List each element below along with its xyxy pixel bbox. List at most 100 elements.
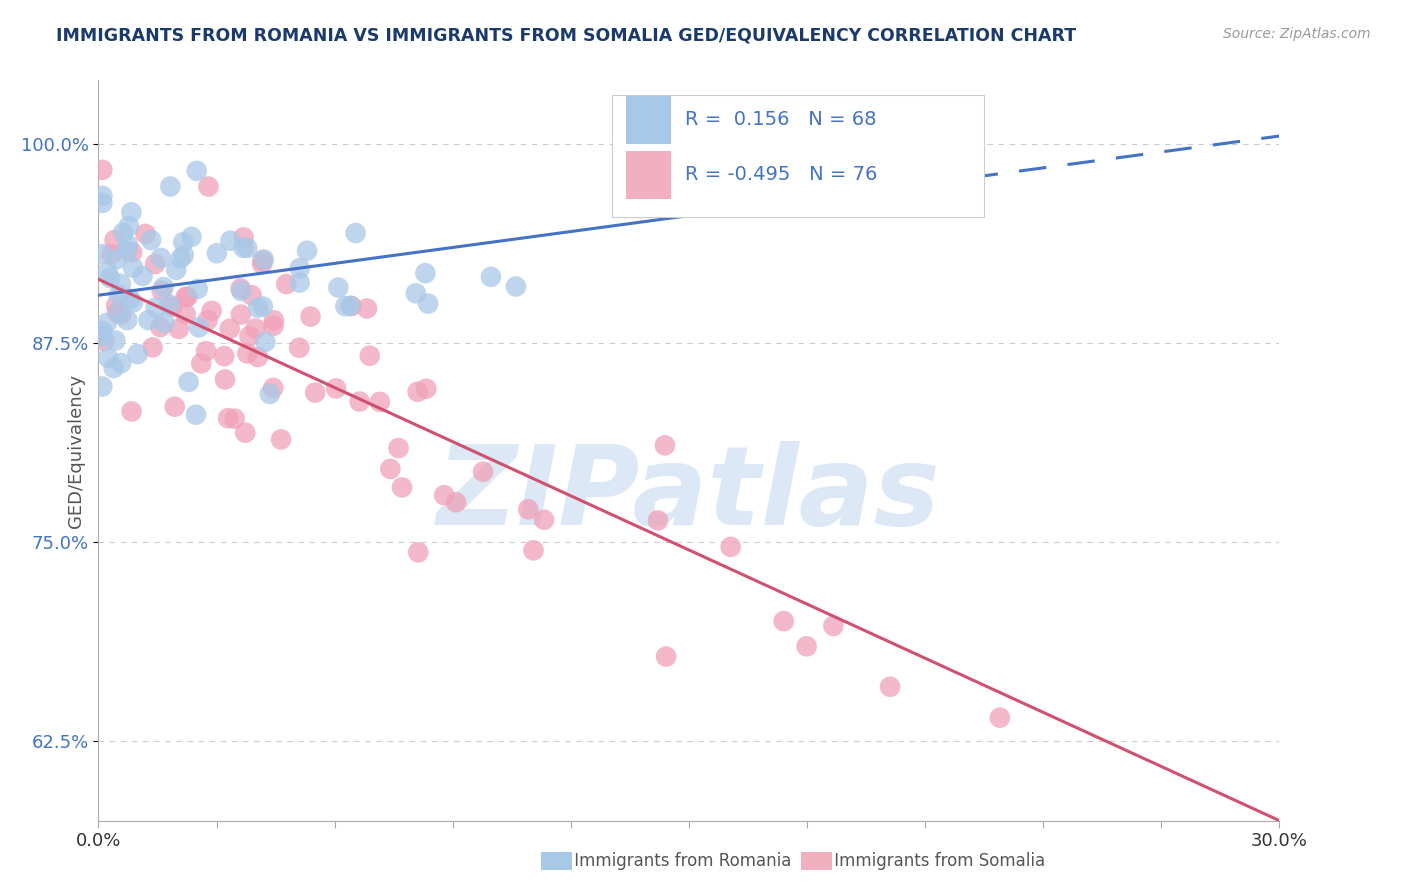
Point [197,179,219,194]
Point [197,313,219,327]
Point [91,189,114,203]
Point [159,179,181,194]
Point [433,488,456,502]
Point [253,252,276,267]
Point [186,164,208,178]
Point [218,322,240,336]
Point [247,301,270,315]
Point [250,257,273,271]
Point [115,313,138,327]
Point [122,260,145,275]
Point [91,329,114,343]
Point [91,379,114,393]
Point [190,356,212,370]
Point [349,394,371,409]
Point [276,277,298,291]
Point [118,292,141,306]
Point [356,301,378,316]
Point [387,441,409,455]
Point [138,313,160,327]
Point [149,320,172,334]
Point [214,372,236,386]
Point [187,320,209,334]
Point [163,400,186,414]
Point [233,425,256,440]
Point [150,284,173,298]
Point [796,640,818,654]
Point [339,299,361,313]
Point [108,287,131,301]
Point [153,316,176,330]
Point [522,543,544,558]
Point [105,252,128,267]
Point [143,257,166,271]
Point [172,235,194,250]
Point [139,233,162,247]
Point [177,375,200,389]
Point [236,241,259,255]
Text: IMMIGRANTS FROM ROMANIA VS IMMIGRANTS FROM SOMALIA GED/EQUIVALENCY CORRELATION C: IMMIGRANTS FROM ROMANIA VS IMMIGRANTS FR… [56,27,1077,45]
Point [232,241,254,255]
Point [174,290,197,304]
Point [232,230,254,244]
Point [240,288,263,302]
Point [368,395,391,409]
Point [340,299,363,313]
FancyBboxPatch shape [626,95,671,144]
Point [262,381,284,395]
Point [131,268,153,283]
Point [120,205,142,219]
Point [259,387,281,401]
Point [115,244,138,258]
Point [288,341,311,355]
Point [91,324,114,338]
Point [91,162,114,177]
Point [122,295,145,310]
Point [444,495,467,509]
Point [344,226,367,240]
Point [104,334,127,348]
Point [152,280,174,294]
Point [121,404,143,418]
Text: R =  0.156   N = 68: R = 0.156 N = 68 [685,111,877,129]
Point [654,438,676,452]
Point [472,465,495,479]
Point [416,296,439,310]
Point [118,219,141,233]
Point [254,334,277,349]
Point [117,238,139,252]
Point [335,299,357,313]
Point [100,247,122,261]
Point [252,253,274,268]
Point [304,385,326,400]
Point [103,361,125,376]
Point [110,277,132,291]
Point [270,433,292,447]
Point [105,299,128,313]
Point [201,303,224,318]
Point [655,649,678,664]
Point [93,334,115,348]
Point [110,308,132,322]
Point [108,305,131,319]
Y-axis label: GED/Equivalency: GED/Equivalency [66,374,84,527]
Point [288,261,311,276]
Point [96,265,118,279]
Point [772,614,794,628]
Point [406,384,429,399]
Point [224,411,246,425]
Point [380,462,402,476]
Text: Immigrants from Romania: Immigrants from Romania [548,852,792,870]
Point [359,349,381,363]
Point [517,502,540,516]
Point [142,340,165,354]
Point [103,233,125,247]
Point [647,513,669,527]
Point [263,318,285,333]
Text: ZIPatlas: ZIPatlas [437,442,941,549]
Point [879,680,901,694]
Point [212,349,235,363]
Point [263,313,285,327]
Point [246,350,269,364]
Point [174,307,197,321]
